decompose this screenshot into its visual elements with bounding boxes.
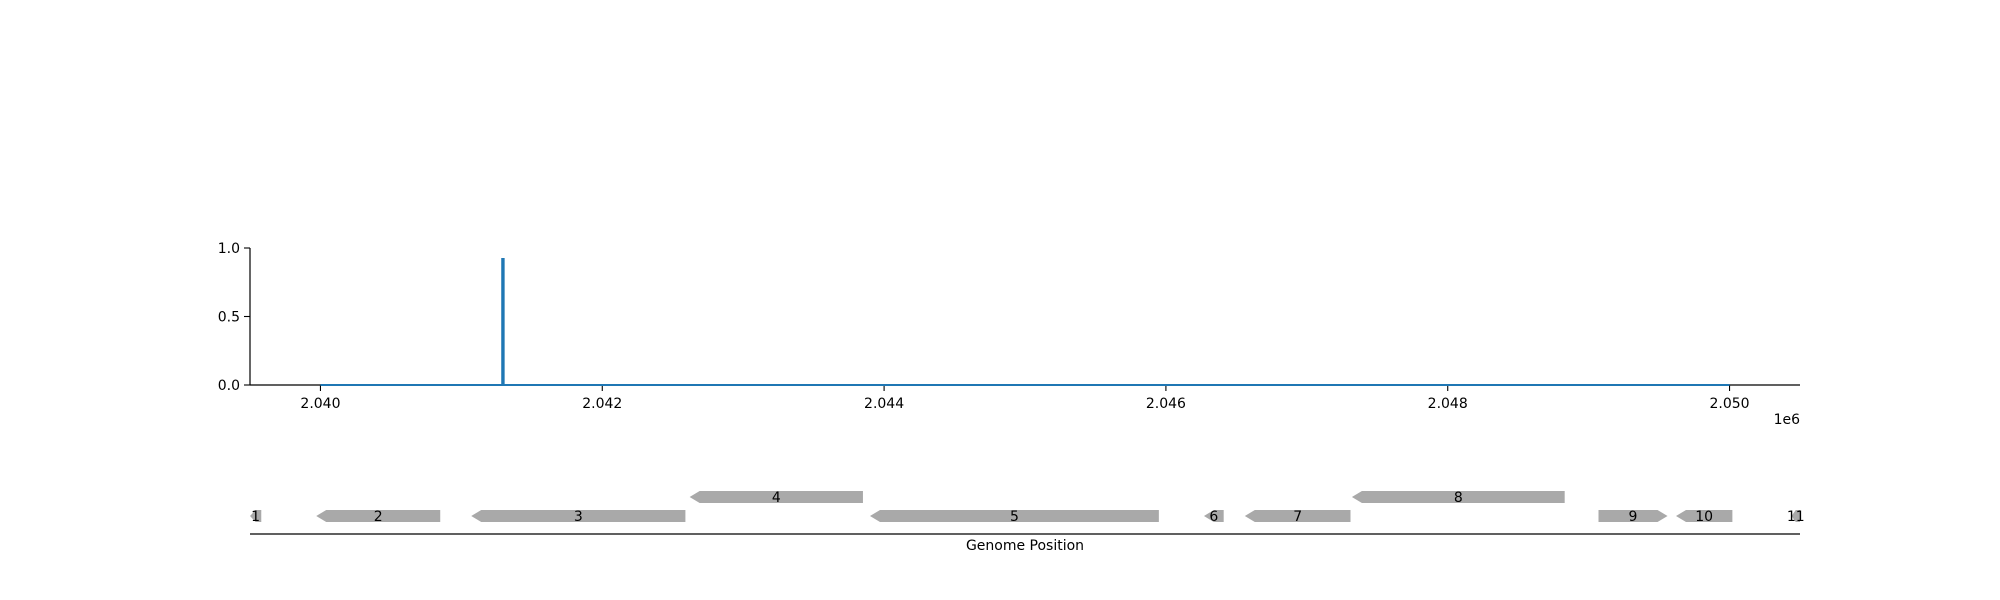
gene-label-10: 10 [1695, 509, 1713, 525]
gene-label-2: 2 [374, 509, 383, 525]
gene-feature-1 [250, 510, 262, 522]
gene-label-5: 5 [1010, 509, 1019, 525]
gene-feature-9 [1598, 510, 1668, 522]
coverage-x-ticks: 2.040 2.042 2.044 2.046 2.048 2.050 [300, 385, 1750, 412]
gene-feature-4 [689, 491, 863, 503]
gene-label-3: 3 [574, 509, 583, 525]
gene-feature-6 [1203, 510, 1224, 522]
x-tick-label: 2.046 [1146, 396, 1186, 412]
y-tick-label: 0.0 [218, 378, 240, 394]
x-tick-label: 2.050 [1709, 396, 1749, 412]
y-tick-label: 0.5 [218, 310, 240, 326]
gene-feature-10 [1676, 510, 1733, 522]
gene-label-1: 1 [251, 509, 260, 525]
gene-features: 1 2 3 4 5 6 7 8 9 10 11 [250, 490, 1805, 525]
gene-label-7: 7 [1293, 509, 1302, 525]
y-tick-label: 1.0 [218, 241, 240, 257]
gene-label-9: 9 [1629, 509, 1638, 525]
x-tick-label: 2.048 [1428, 396, 1468, 412]
coverage-series-line [320, 257, 1730, 386]
x-axis-offset-label: 1e6 [1774, 412, 1801, 428]
gene-track: 1 2 3 4 5 6 7 8 9 10 11 Genome Position [250, 490, 1805, 554]
gene-label-6: 6 [1209, 509, 1218, 525]
x-tick-label: 2.040 [300, 396, 340, 412]
gene-feature-8 [1351, 491, 1565, 503]
gene-label-4: 4 [772, 490, 781, 506]
gene-feature-3 [471, 510, 686, 522]
gene-feature-11 [1791, 510, 1800, 522]
x-tick-label: 2.042 [582, 396, 622, 412]
gene-feature-2 [316, 510, 441, 522]
gene-label-8: 8 [1454, 490, 1463, 506]
gene-feature-5 [870, 510, 1159, 522]
gene-label-11: 11 [1787, 509, 1805, 525]
gene-feature-7 [1244, 510, 1351, 522]
coverage-y-ticks: 0.0 0.5 1.0 [218, 241, 250, 394]
genome-position-axis-label: Genome Position [966, 538, 1084, 554]
coverage-chart: 0.0 0.5 1.0 2.040 2.042 2.044 2.046 2.048 2.050… [218, 241, 1800, 428]
x-tick-label: 2.044 [864, 396, 904, 412]
